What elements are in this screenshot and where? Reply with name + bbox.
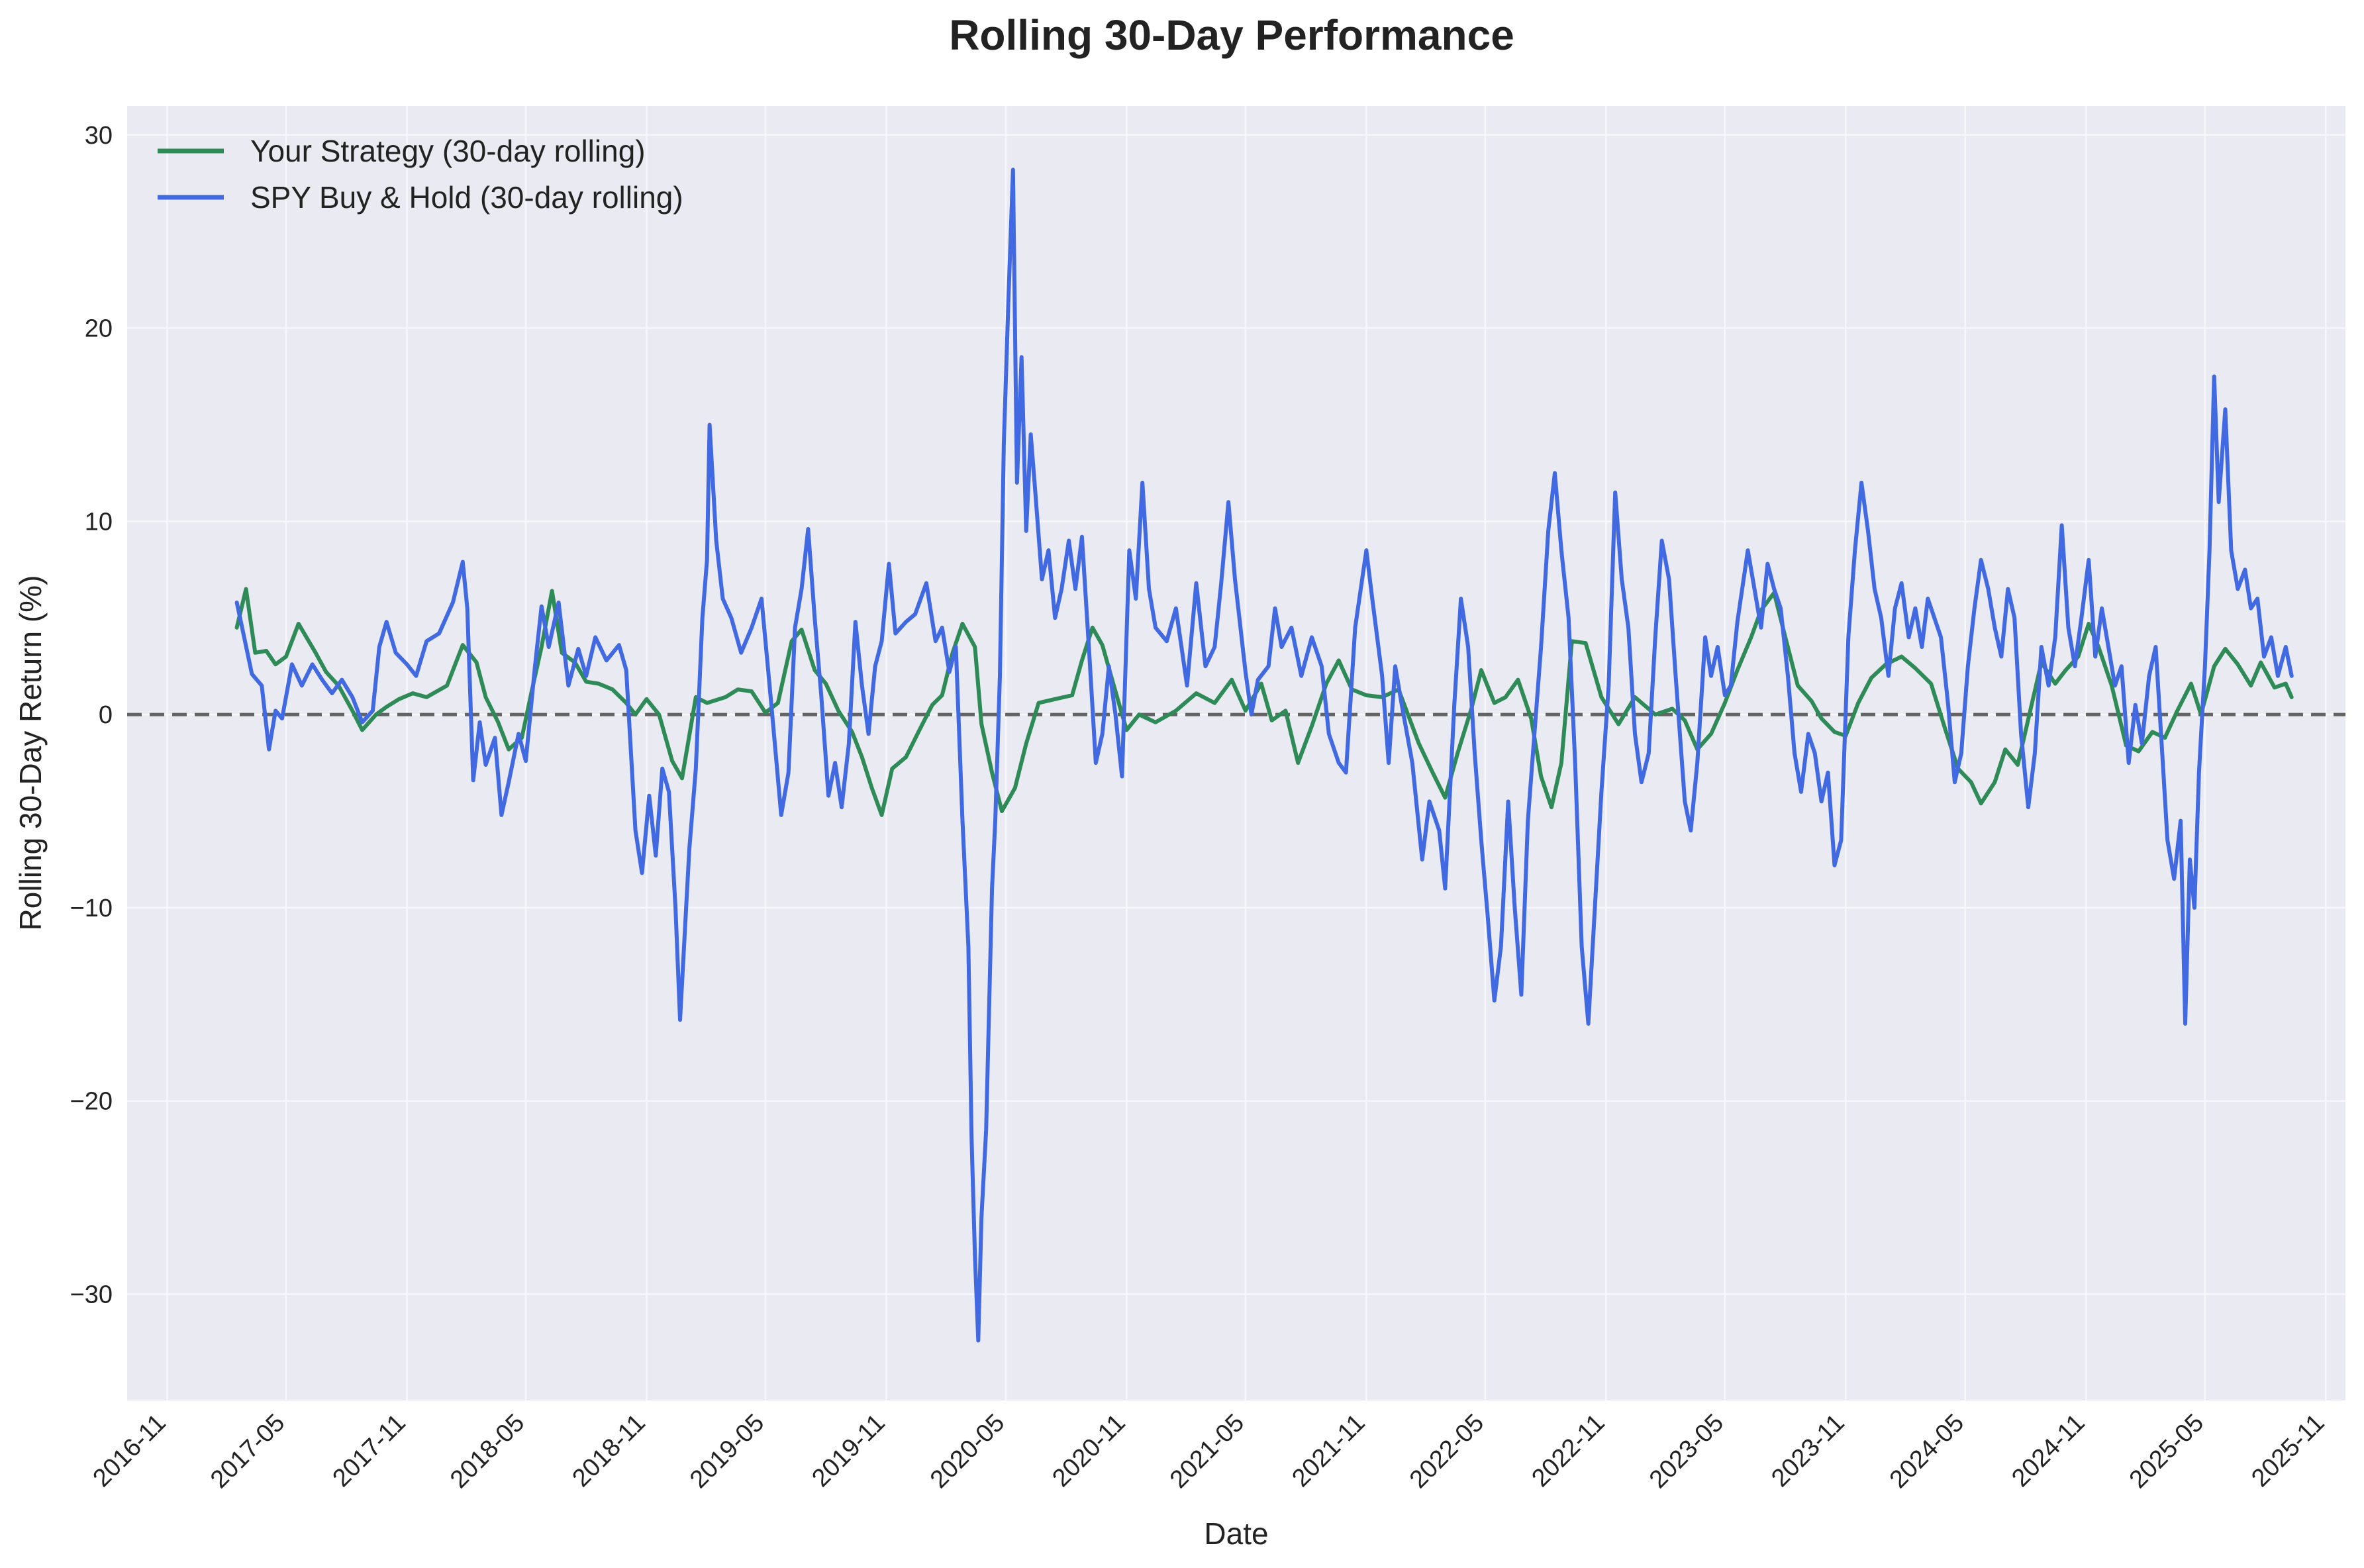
- x-axis-label: Date: [1204, 1516, 1268, 1551]
- y-tick-label: 0: [99, 701, 113, 729]
- y-tick-label: −30: [70, 1281, 113, 1309]
- legend-label-1: SPY Buy & Hold (30-day rolling): [250, 180, 683, 215]
- series-line-0: [234, 587, 2294, 817]
- y-tick-label: 30: [85, 122, 113, 150]
- legend: Your Strategy (30-day rolling) SPY Buy & …: [158, 134, 683, 215]
- series-line-1: [234, 168, 2294, 1343]
- legend-label-0: Your Strategy (30-day rolling): [250, 134, 646, 168]
- y-tick-label: −10: [70, 895, 113, 922]
- series-lines: [234, 168, 2294, 1343]
- y-tick-label: 10: [85, 508, 113, 536]
- y-tick-label: 20: [85, 315, 113, 343]
- chart-title: Rolling 30-Day Performance: [949, 11, 1514, 59]
- y-axis-ticks: 30 20 10 0 −10 −20 −30: [70, 122, 113, 1309]
- y-axis-label: Rolling 30-Day Return (%): [13, 575, 48, 931]
- y-tick-label: −20: [70, 1088, 113, 1116]
- plot-area: [127, 106, 2345, 1400]
